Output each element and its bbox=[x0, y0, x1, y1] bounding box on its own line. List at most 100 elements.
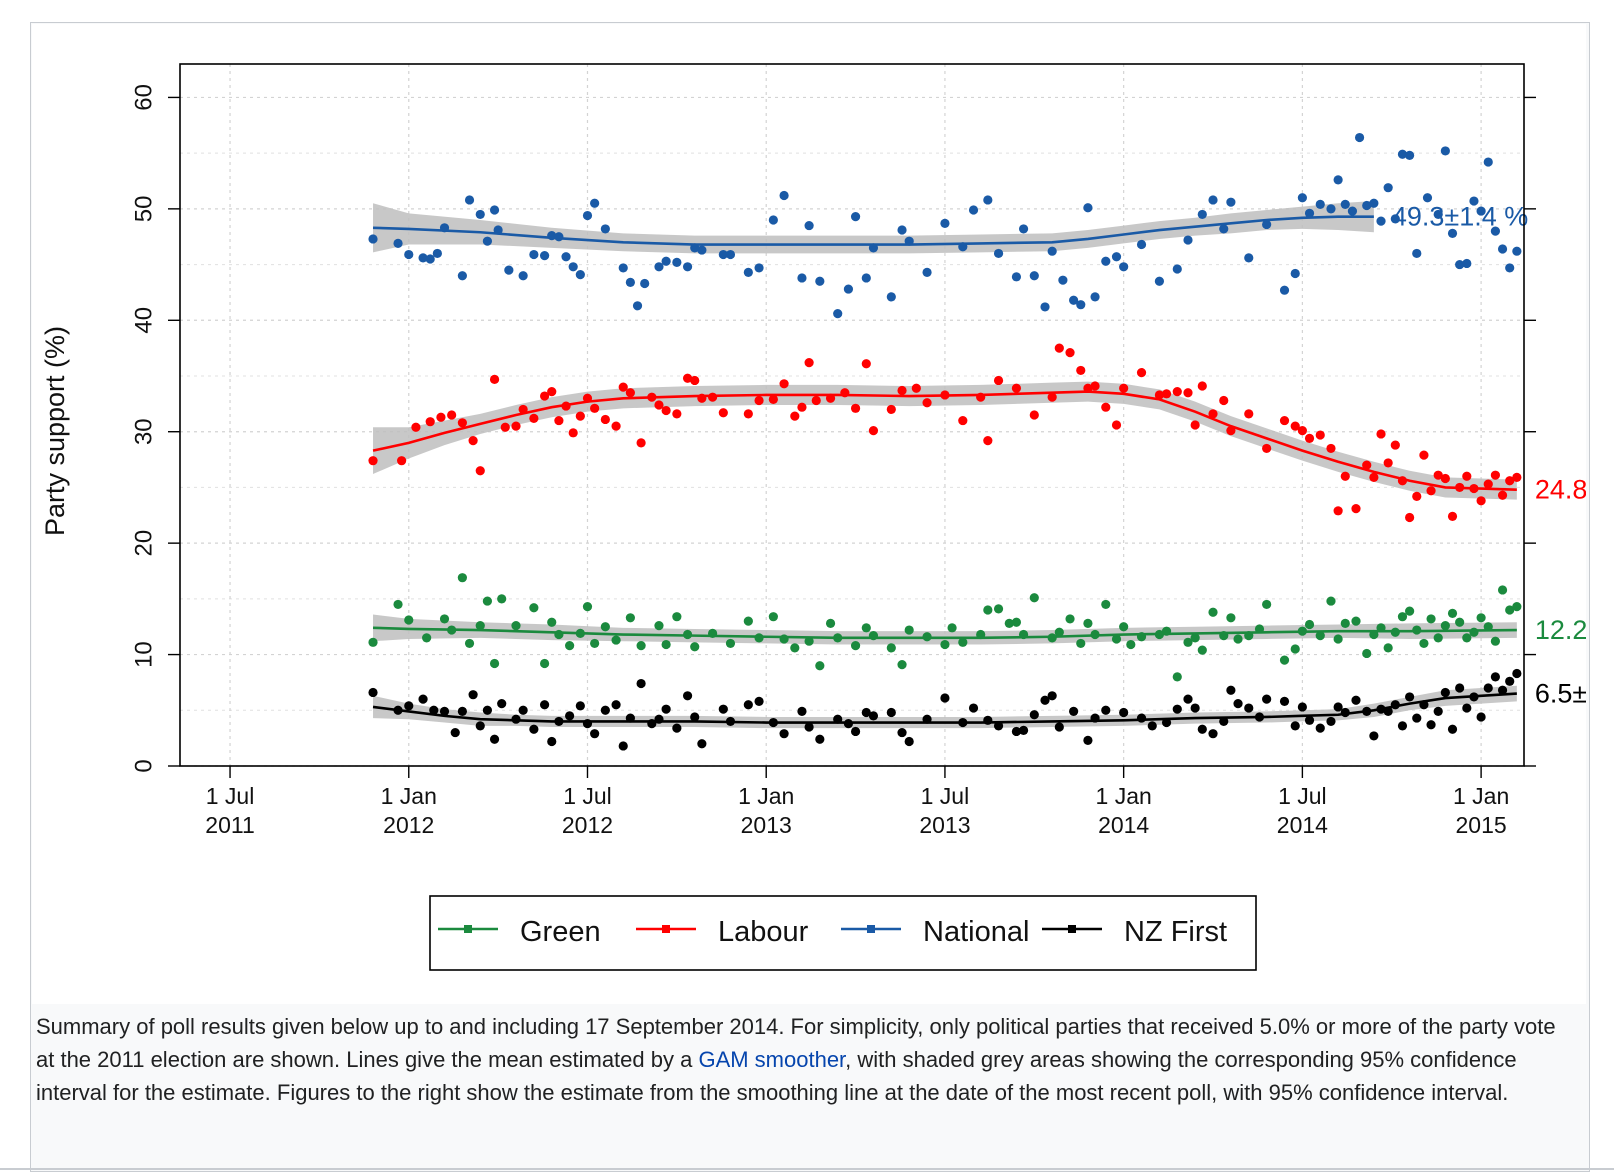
data-point bbox=[1476, 712, 1486, 722]
data-point bbox=[539, 700, 550, 710]
data-point bbox=[1183, 388, 1193, 398]
data-point bbox=[1011, 726, 1022, 737]
data-point bbox=[1462, 703, 1472, 713]
points-national bbox=[368, 132, 1522, 319]
data-point bbox=[1326, 596, 1336, 606]
data-point bbox=[1326, 204, 1336, 214]
data-point bbox=[1047, 392, 1057, 402]
data-point bbox=[600, 705, 610, 715]
data-point bbox=[1290, 268, 1300, 279]
data-point bbox=[1447, 511, 1458, 521]
data-point bbox=[1172, 264, 1182, 274]
data-point bbox=[568, 428, 578, 438]
data-point bbox=[1090, 381, 1100, 391]
figure-caption: Summary of poll results given below up t… bbox=[36, 1010, 1576, 1109]
data-point bbox=[529, 413, 539, 423]
points-labour bbox=[368, 343, 1522, 523]
data-point bbox=[497, 594, 507, 604]
data-point bbox=[993, 375, 1004, 386]
data-point bbox=[518, 705, 528, 715]
y-tick-label: 30 bbox=[131, 418, 158, 445]
data-point bbox=[1136, 239, 1147, 250]
data-point bbox=[1315, 430, 1325, 440]
data-point bbox=[1326, 443, 1336, 454]
estimate-label-labour: 24.8±0.9 % bbox=[1535, 475, 1586, 505]
data-point bbox=[911, 383, 921, 393]
data-point bbox=[529, 724, 539, 734]
data-point bbox=[690, 642, 700, 652]
data-point bbox=[661, 256, 671, 266]
data-point bbox=[1040, 302, 1050, 312]
data-point bbox=[1326, 716, 1336, 727]
data-point bbox=[850, 212, 861, 222]
data-point bbox=[690, 712, 700, 722]
data-point bbox=[797, 706, 807, 717]
data-point bbox=[404, 701, 414, 711]
data-point bbox=[1376, 429, 1386, 439]
data-point bbox=[1219, 224, 1229, 234]
x-tick-label-month: 1 Jul bbox=[206, 783, 255, 809]
data-point bbox=[1279, 415, 1290, 426]
data-point bbox=[1262, 599, 1272, 610]
data-point bbox=[475, 721, 485, 731]
data-point bbox=[1029, 410, 1039, 420]
x-tick-label-year: 2014 bbox=[1277, 812, 1328, 838]
data-point bbox=[672, 257, 682, 267]
confidence-band-green bbox=[373, 614, 1517, 645]
data-point bbox=[504, 265, 514, 275]
data-point bbox=[568, 262, 578, 272]
data-point bbox=[618, 741, 628, 751]
data-point bbox=[1440, 621, 1450, 631]
y-tick-label: 10 bbox=[131, 641, 158, 668]
data-point bbox=[1512, 472, 1522, 482]
data-point bbox=[861, 707, 871, 718]
data-point bbox=[1490, 226, 1501, 236]
data-point bbox=[815, 661, 825, 671]
data-point bbox=[850, 641, 861, 651]
data-point bbox=[404, 249, 414, 260]
data-point bbox=[1433, 470, 1443, 480]
data-point bbox=[1455, 259, 1465, 270]
data-point bbox=[1397, 612, 1408, 622]
data-point bbox=[904, 625, 914, 635]
x-tick-label-month: 1 Jul bbox=[921, 783, 970, 809]
data-point bbox=[661, 405, 671, 416]
data-point bbox=[611, 635, 621, 645]
trend-line-national bbox=[372, 215, 1374, 246]
data-point bbox=[993, 248, 1004, 259]
x-tick-label-year: 2012 bbox=[383, 812, 434, 838]
legend-label-nz-first: NZ First bbox=[1124, 916, 1227, 948]
data-point bbox=[661, 704, 671, 714]
data-point bbox=[1029, 710, 1039, 720]
data-point bbox=[779, 379, 789, 389]
data-point bbox=[707, 392, 718, 402]
data-point bbox=[575, 411, 585, 421]
data-point bbox=[815, 276, 825, 286]
data-point bbox=[1065, 348, 1075, 358]
y-tick-label: 50 bbox=[131, 196, 158, 223]
data-point bbox=[1172, 704, 1182, 714]
data-point bbox=[632, 301, 643, 311]
data-point bbox=[1369, 198, 1379, 208]
data-point bbox=[768, 215, 778, 225]
gam-smoother-link[interactable]: GAM smoother bbox=[698, 1047, 846, 1072]
data-point bbox=[1011, 272, 1022, 282]
data-point bbox=[868, 426, 879, 436]
data-point bbox=[475, 209, 485, 220]
data-point bbox=[425, 417, 435, 427]
data-point bbox=[1462, 258, 1472, 269]
data-point bbox=[958, 637, 968, 647]
data-point bbox=[482, 596, 493, 606]
data-point bbox=[436, 412, 446, 422]
data-point bbox=[697, 245, 707, 255]
x-tick-label-month: 1 Jan bbox=[1096, 783, 1152, 809]
data-point bbox=[1426, 486, 1436, 496]
data-point bbox=[1505, 676, 1515, 686]
data-point bbox=[1340, 471, 1350, 481]
data-point bbox=[1111, 252, 1122, 262]
data-point bbox=[804, 358, 814, 368]
data-point bbox=[1029, 271, 1039, 281]
x-tick-label-month: 1 Jan bbox=[738, 783, 794, 809]
data-point bbox=[1362, 460, 1372, 470]
data-point bbox=[682, 691, 693, 701]
